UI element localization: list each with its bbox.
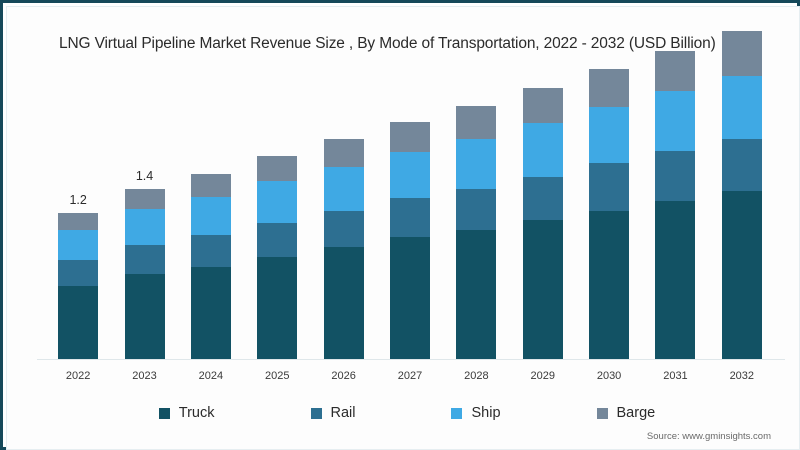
legend-swatch-icon-rail (310, 407, 322, 419)
x-tick-2031: 2031 (663, 370, 688, 382)
x-axis-labels: 2022 2023 2024 2025 2026 2027 2028 2029 2030 2031… (45, 370, 775, 390)
bar-segment-ship-2032 (721, 75, 762, 139)
bar-column-2027[interactable] (390, 121, 430, 359)
bar-segment-rail-2030 (589, 163, 630, 211)
bar-segment-ship-2029 (522, 122, 563, 177)
legend-item-barge[interactable]: Barge (596, 405, 656, 421)
bar-segment-barge-2027 (390, 121, 430, 153)
bar-segment-rail-2026 (323, 210, 364, 248)
plot-area: 1.2 1.4 (45, 30, 775, 359)
bar-segment-ship-2026 (323, 166, 364, 211)
legend-item-ship[interactable]: Ship (451, 405, 501, 421)
bar-value-label-2022: 1.2 (69, 193, 87, 207)
bar-segment-rail-2025 (257, 222, 298, 257)
bar-value-label-2023: 1.4 (135, 168, 154, 183)
legend-label-rail: Rail (330, 405, 356, 421)
bar-segment-barge-2026 (323, 138, 364, 167)
bar-segment-truck-2024 (190, 266, 231, 359)
bar-segment-ship-2027 (390, 152, 430, 199)
bar-segment-ship-2030 (589, 107, 630, 164)
source-attribution: Source: www.gminsights.com (646, 431, 771, 442)
x-tick-2028: 2028 (464, 370, 489, 382)
x-tick-2024: 2024 (198, 370, 224, 382)
axis-baseline (37, 359, 785, 360)
x-tick-2030: 2030 (596, 370, 622, 382)
bar-segment-truck-2027 (390, 237, 430, 359)
x-tick-2029: 2029 (530, 370, 555, 382)
bar-column-2024[interactable] (190, 174, 231, 359)
bar-column-2028[interactable] (456, 105, 497, 359)
legend-swatch-icon-ship (451, 407, 463, 419)
bar-segment-barge-2032 (721, 30, 762, 76)
bar-segment-barge-2031 (655, 51, 696, 92)
bar-segment-rail-2031 (655, 150, 696, 201)
x-tick-2026: 2026 (331, 370, 356, 382)
bar-column-2031[interactable] (655, 51, 696, 359)
bar-column-2023[interactable] (124, 188, 165, 359)
bar-segment-truck-2029 (522, 220, 563, 359)
legend-label-truck: Truck (178, 405, 215, 421)
bar-column-2029[interactable] (522, 87, 563, 359)
bar-segment-barge-2024 (190, 174, 231, 198)
bar-segment-ship-2031 (655, 91, 696, 151)
bar-column-2032[interactable] (721, 30, 762, 359)
bar-segment-rail-2032 (721, 138, 762, 192)
bar-column-2025[interactable] (257, 155, 298, 359)
bar-segment-ship-2025 (257, 181, 298, 223)
bar-segment-truck-2032 (721, 191, 762, 359)
x-tick-2025: 2025 (265, 370, 290, 382)
bar-segment-barge-2029 (522, 87, 563, 123)
chart-title: LNG Virtual Pipeline Market Revenue Size… (59, 35, 716, 52)
bar-segment-ship-2022 (58, 230, 99, 261)
bar-segment-truck-2025 (257, 256, 298, 359)
bar-segment-truck-2026 (323, 247, 364, 359)
bar-segment-barge-2025 (257, 155, 298, 182)
bar-segment-truck-2022 (58, 286, 99, 359)
bar-segment-rail-2023 (124, 244, 165, 274)
bar-segment-barge-2030 (589, 69, 630, 108)
bar-segment-ship-2028 (456, 138, 497, 189)
legend-swatch-icon-barge (596, 407, 608, 419)
chart-inner-panel: LNG Virtual Pipeline Market Revenue Size… (6, 6, 800, 450)
bar-segment-truck-2023 (124, 273, 165, 359)
bar-segment-rail-2022 (58, 260, 99, 286)
bar-segment-rail-2029 (522, 176, 563, 221)
x-tick-2032: 2032 (729, 370, 755, 382)
legend-swatch-icon-truck (158, 407, 170, 419)
legend-label-barge: Barge (616, 405, 656, 421)
bar-segment-truck-2030 (589, 210, 630, 359)
bar-segment-rail-2028 (456, 188, 497, 231)
legend-item-rail[interactable]: Rail (310, 405, 356, 421)
legend-item-truck[interactable]: Truck (158, 405, 215, 421)
bar-segment-ship-2023 (124, 209, 165, 245)
bar-column-2026[interactable] (323, 138, 364, 359)
chart-legend: Truck Rail Ship Barge (7, 400, 800, 426)
bar-segment-barge-2023 (124, 188, 165, 210)
bar-column-2030[interactable] (589, 69, 630, 359)
bar-segment-barge-2028 (456, 105, 497, 139)
bar-segment-rail-2027 (390, 198, 430, 238)
bar-segment-truck-2031 (655, 200, 696, 359)
bar-segment-truck-2028 (456, 230, 497, 359)
bar-segment-rail-2024 (190, 234, 231, 267)
x-tick-2023: 2023 (132, 370, 157, 382)
bar-segment-ship-2024 (190, 197, 231, 235)
bar-segment-barge-2022 (58, 213, 99, 231)
x-tick-2027: 2027 (397, 370, 423, 382)
bar-column-2022[interactable] (58, 213, 99, 359)
legend-label-ship: Ship (471, 405, 501, 421)
x-tick-2022: 2022 (65, 370, 91, 382)
